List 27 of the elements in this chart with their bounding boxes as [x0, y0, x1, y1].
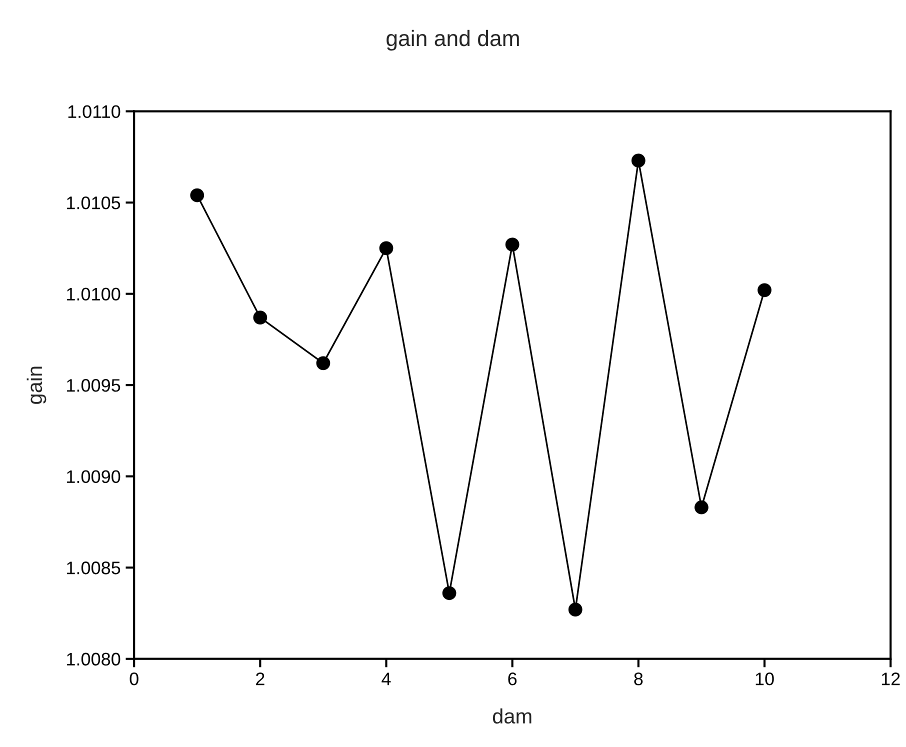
point	[190, 188, 204, 202]
x-tick-label: 4	[382, 672, 391, 686]
y-tick-label: 1.0100	[67, 288, 120, 301]
point	[568, 602, 582, 617]
point	[442, 586, 456, 600]
x-tick-label: 10	[756, 672, 774, 686]
y-tick-label: 1.0090	[67, 470, 120, 484]
x-tick-label: 2	[256, 672, 264, 686]
y-tick-label: 1.0080	[67, 652, 120, 666]
x-tick-label: 12	[882, 672, 900, 686]
y-tick-label: 1.0110	[68, 105, 120, 118]
x-tick-label: 8	[634, 672, 643, 686]
point	[253, 310, 268, 324]
chart-title: gain and dam	[386, 30, 519, 51]
x-tick-label: 0	[130, 672, 138, 686]
y-tick-label: 1.0085	[67, 562, 120, 574]
x-tick-label: 6	[508, 672, 517, 686]
point	[631, 154, 646, 168]
y-tick-label: 1.0105	[67, 196, 120, 210]
x-axis-title: dam	[492, 708, 532, 724]
point	[694, 500, 708, 514]
y-tick-label: 1.0095	[67, 379, 120, 392]
point	[316, 356, 330, 370]
point	[379, 241, 394, 256]
y-axis-title: gain	[26, 366, 46, 404]
point	[505, 238, 520, 252]
point	[758, 283, 772, 298]
